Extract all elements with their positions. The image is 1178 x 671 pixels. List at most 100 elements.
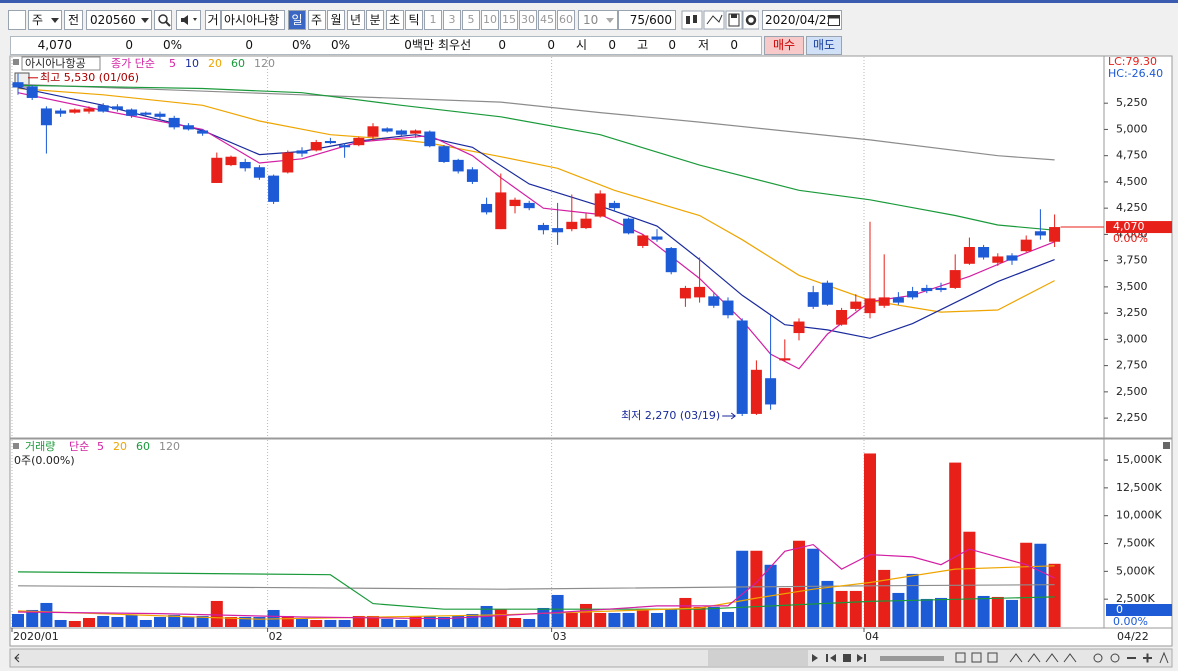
date-label: 04/22 — [1117, 630, 1149, 643]
scroll-controls[interactable] — [812, 651, 1169, 664]
volume-bar — [494, 608, 507, 627]
sound-button[interactable] — [176, 10, 201, 30]
quote-field: 0 — [668, 38, 676, 52]
interval-button[interactable]: 틱 — [405, 10, 423, 30]
y-tick-label: 4,500 — [1116, 175, 1148, 188]
current-change: 0.00% — [1113, 232, 1148, 245]
interval-button[interactable]: 일 — [288, 10, 306, 30]
count-input[interactable]: 75/600 — [618, 10, 676, 30]
interval-button[interactable]: 분 — [366, 10, 384, 30]
scroll-left[interactable] — [14, 653, 20, 663]
interval-button[interactable]: 초 — [385, 10, 404, 30]
market-tag[interactable]: 거 — [205, 10, 221, 30]
candle-body — [750, 369, 762, 414]
volume-bar — [225, 616, 237, 627]
date-label: 04 — [865, 630, 879, 643]
minute-button[interactable]: 10 — [481, 10, 499, 30]
candle-body — [878, 297, 890, 306]
minute-button[interactable]: 1 — [424, 10, 442, 30]
period-select[interactable]: 주 — [28, 10, 62, 30]
candle-body — [395, 130, 407, 135]
legend-entry: 120 — [159, 440, 180, 453]
candle-body — [168, 117, 180, 128]
minute-button[interactable]: 3 — [443, 10, 461, 30]
current-box — [1106, 221, 1172, 234]
ma-line — [17, 571, 1055, 610]
candle-body — [651, 236, 663, 240]
volume-bar — [878, 569, 891, 627]
quote-field: 0 — [498, 38, 506, 52]
volume-bar — [1048, 563, 1061, 627]
annotation-arrow — [722, 412, 737, 420]
candle-body — [296, 150, 308, 154]
candle-body — [537, 224, 549, 231]
minute-button[interactable]: 5 — [462, 10, 480, 30]
date-axis-panel — [9, 627, 1173, 647]
candle-body — [26, 86, 38, 98]
candle-body — [97, 105, 109, 112]
interval-button[interactable]: 주 — [307, 10, 326, 30]
minute-button[interactable]: 45 — [538, 10, 556, 30]
minute-button[interactable]: 30 — [519, 10, 537, 30]
date-label: 03 — [553, 630, 567, 643]
candle-body — [424, 131, 436, 147]
quote-field: 시 — [576, 38, 588, 52]
y-tick-label: 5,000 — [1116, 122, 1148, 135]
candle-body — [821, 282, 833, 305]
volume-bar — [281, 615, 294, 627]
date-input[interactable]: 2020/04/22 — [762, 10, 842, 30]
volume-bar — [963, 531, 976, 627]
scroll-thumb[interactable] — [708, 650, 808, 666]
scrollbar[interactable] — [9, 648, 1173, 668]
volume-bar — [523, 618, 536, 627]
volume-bar — [580, 603, 592, 627]
tool-icons[interactable] — [681, 10, 759, 30]
volume-bar — [565, 612, 578, 627]
candle-body — [594, 193, 606, 217]
quote-field: 0% — [330, 38, 350, 52]
panel-close[interactable] — [1163, 442, 1170, 449]
y-tick-label: 4,250 — [1116, 201, 1148, 214]
date-label: 2020/01 — [13, 630, 59, 643]
volume-bar — [324, 619, 337, 627]
candle-body — [197, 130, 209, 134]
legend-entry: 60 — [231, 57, 245, 70]
quote-field: 0 — [547, 38, 555, 52]
candle-body — [623, 218, 635, 234]
interval-button[interactable]: 월 — [327, 10, 345, 30]
axis-note: HC:-26.40 — [1108, 67, 1163, 80]
price-title: 아시아나항공 — [25, 57, 86, 70]
candle-body — [381, 128, 393, 132]
prev-button[interactable]: 전 — [64, 10, 83, 30]
ma-line — [17, 83, 1055, 161]
quote-field: 0 — [730, 38, 738, 52]
candle-body — [1020, 239, 1032, 252]
minute-button[interactable]: 60 — [557, 10, 575, 30]
candle-body — [182, 125, 194, 130]
interval-button[interactable]: 년 — [346, 10, 365, 30]
price-legend-label: 종가 단순 — [111, 57, 155, 70]
step-select[interactable]: 10 — [578, 10, 618, 30]
y-tick-label: 10,000K — [1116, 509, 1162, 522]
candle-body — [580, 218, 592, 229]
candle-body — [154, 113, 166, 117]
volume-bar — [594, 612, 607, 627]
sell-button[interactable]: 매도 — [806, 36, 842, 55]
panel-icon — [13, 443, 19, 449]
minute-button[interactable]: 15 — [500, 10, 518, 30]
code-input[interactable]: 020560 — [86, 10, 152, 30]
candle-body — [779, 358, 791, 361]
calendar-icon — [828, 15, 840, 26]
ma-line — [17, 87, 1055, 313]
menu-icon[interactable] — [8, 10, 26, 30]
quote-field: 0% — [162, 38, 182, 52]
volume-bar — [551, 594, 564, 627]
volume-bar — [125, 614, 138, 627]
candle-body — [694, 286, 706, 298]
volume-bar — [1006, 599, 1018, 627]
search-icon — [158, 14, 171, 27]
volume-bar — [12, 613, 24, 627]
quote-field: 저 — [698, 38, 710, 52]
buy-button[interactable]: 매수 — [764, 36, 804, 55]
search-button[interactable] — [154, 10, 172, 30]
